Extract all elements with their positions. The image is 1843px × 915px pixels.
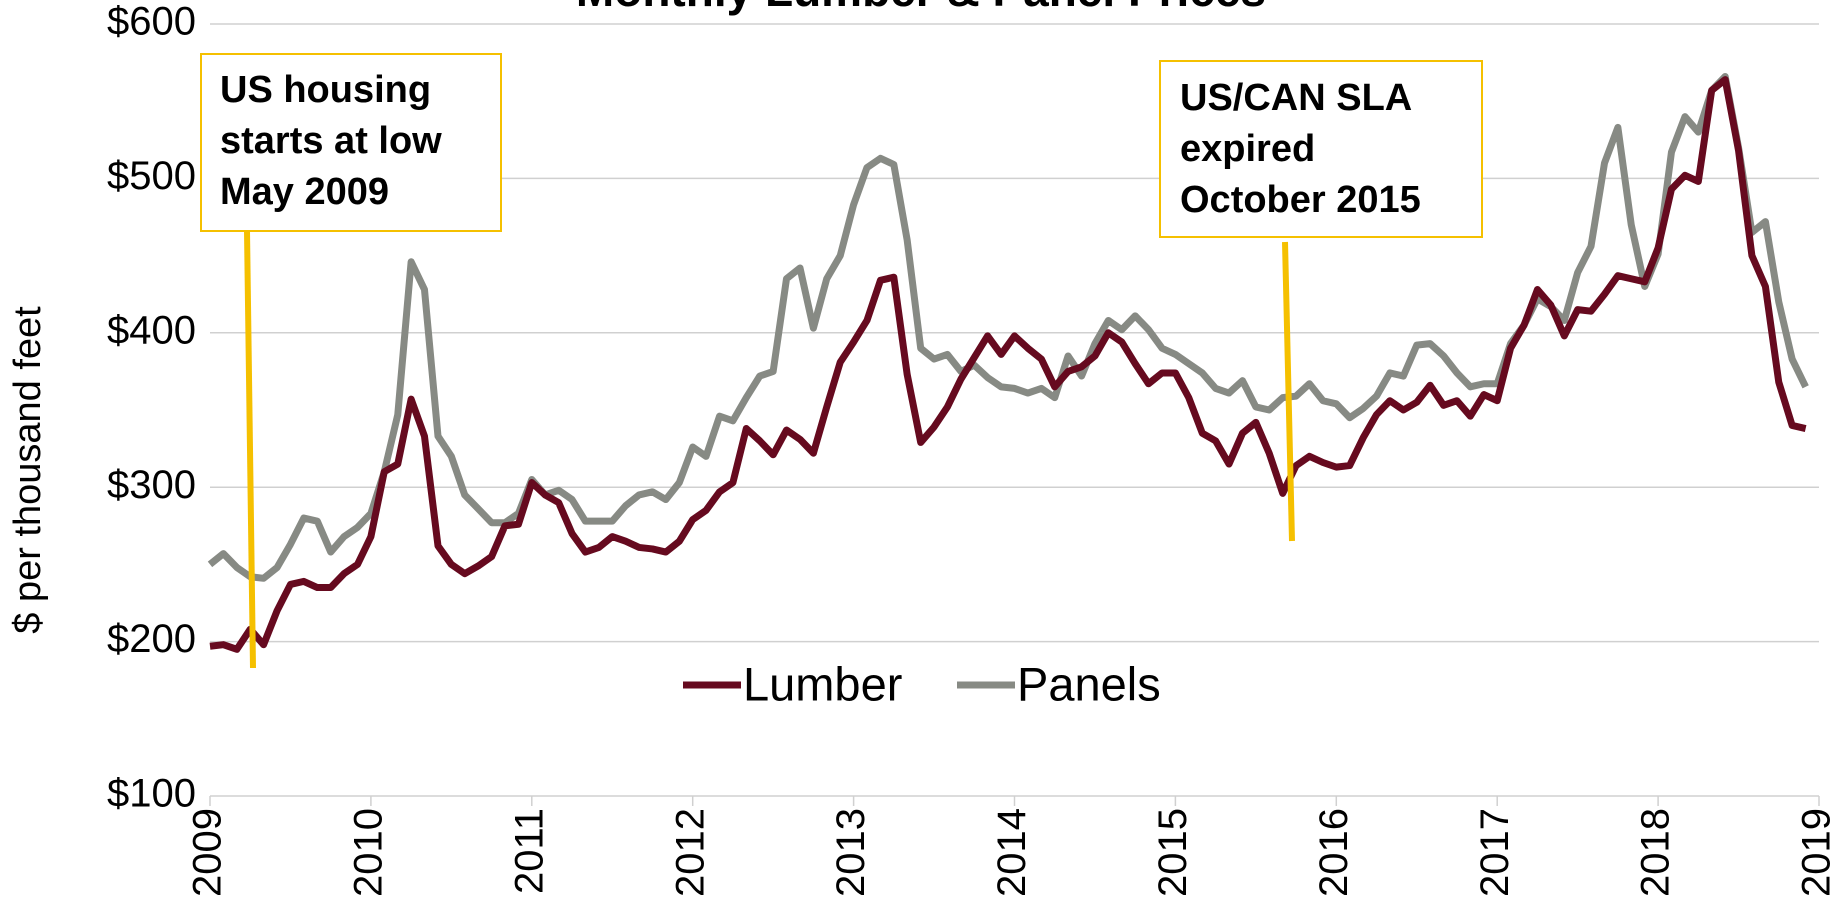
y-tick-label: $200: [107, 617, 196, 661]
x-tick-label: 2010: [346, 808, 390, 897]
y-tick-label: $500: [107, 154, 196, 198]
x-tick-label: 2009: [186, 808, 230, 897]
x-tick-label: 2019: [1795, 808, 1839, 897]
y-tick-label: $600: [107, 0, 196, 44]
y-tick-label: $100: [107, 772, 196, 816]
x-tick-label: 2016: [1312, 808, 1356, 897]
chart-title: Monthly Lumber & Panel Prices: [576, 0, 1266, 16]
legend-label: Lumber: [743, 657, 902, 710]
annotation-box: [1159, 60, 1483, 238]
y-tick-label: $400: [107, 308, 196, 352]
annotation-text: May 2009: [220, 171, 389, 213]
annotation-text: starts at low: [220, 120, 442, 162]
y-tick-label: $300: [107, 463, 196, 507]
x-tick-label: 2011: [507, 808, 551, 894]
x-tick-label: 2015: [1151, 808, 1195, 897]
x-tick-label: 2018: [1634, 808, 1678, 897]
series-line: [207, 72, 1809, 582]
annotation-text: expired: [1180, 128, 1315, 170]
x-tick-label: 2017: [1473, 808, 1517, 897]
y-axis-label: $ per thousand feet: [7, 306, 49, 634]
x-tick-label: 2014: [990, 808, 1034, 897]
annotation-box: [200, 53, 502, 232]
series-line: [209, 76, 1807, 653]
annotation-text: US housing: [220, 69, 431, 111]
annotation-text: US/CAN SLA: [1180, 77, 1412, 119]
annotation-leader: [244, 230, 256, 669]
annotation-text: October 2015: [1180, 179, 1421, 221]
legend-label: Panels: [1017, 657, 1161, 710]
annotation-leader: [1282, 241, 1295, 542]
x-tick-label: 2013: [829, 808, 873, 897]
x-tick-label: 2012: [668, 808, 712, 897]
